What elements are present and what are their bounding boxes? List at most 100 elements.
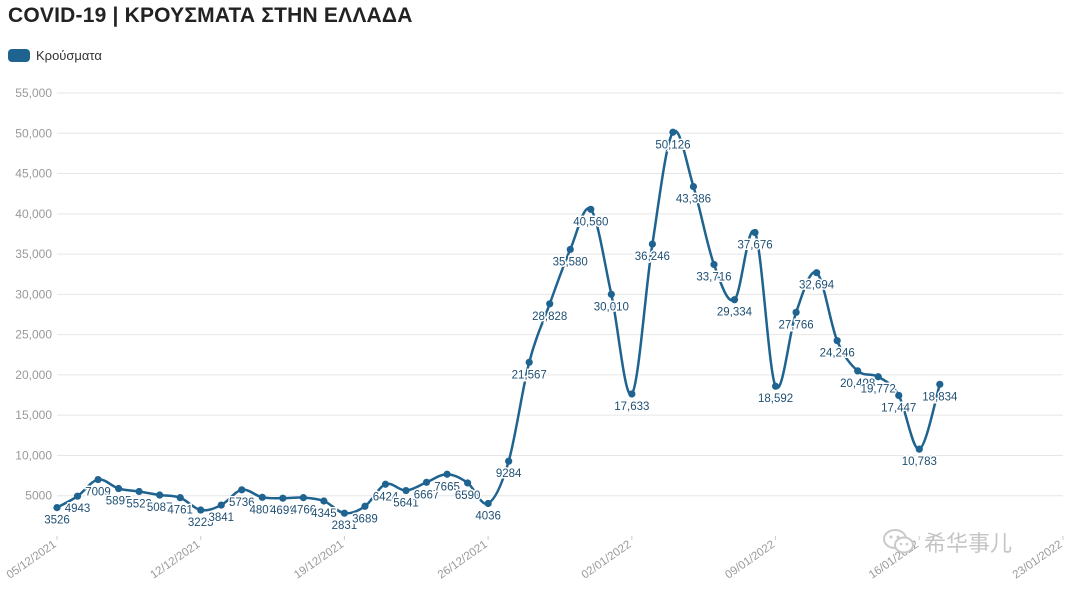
data-label: 7665 bbox=[434, 481, 460, 493]
y-tick-label: 45,000 bbox=[15, 167, 52, 181]
y-tick-label: 25,000 bbox=[15, 328, 52, 342]
data-point bbox=[484, 499, 492, 508]
data-point bbox=[648, 240, 656, 248]
data-label: 28,828 bbox=[532, 311, 567, 323]
data-point bbox=[505, 457, 513, 465]
data-label: 27,766 bbox=[779, 319, 814, 331]
x-tick-label: 19/12/2021 bbox=[292, 539, 346, 582]
data-point bbox=[689, 182, 698, 191]
data-label: 6424 bbox=[373, 491, 399, 503]
data-point bbox=[73, 492, 82, 500]
legend-label: Κρούσματα bbox=[36, 48, 102, 63]
legend: Κρούσματα bbox=[8, 48, 102, 63]
data-point bbox=[730, 296, 739, 304]
y-tick-label: 50,000 bbox=[15, 126, 52, 140]
data-point bbox=[114, 484, 123, 493]
watermark: 希华事儿 bbox=[882, 526, 1012, 558]
data-point bbox=[422, 478, 431, 486]
data-point bbox=[53, 503, 61, 512]
data-point bbox=[854, 367, 862, 375]
data-label: 4801 bbox=[250, 504, 276, 516]
x-tick-label: 23/01/2022 bbox=[1011, 539, 1065, 582]
y-tick-label: 40,000 bbox=[15, 207, 52, 221]
data-label: 4345 bbox=[311, 508, 337, 520]
y-tick-label: 15,000 bbox=[15, 408, 52, 422]
data-point bbox=[874, 373, 882, 381]
data-label: 3526 bbox=[44, 515, 70, 527]
data-point bbox=[607, 290, 615, 298]
data-point bbox=[566, 245, 574, 254]
data-label: 20,498 bbox=[840, 378, 875, 390]
data-label: 5895 bbox=[106, 496, 132, 508]
data-label: 37,676 bbox=[737, 240, 772, 252]
legend-swatch bbox=[8, 49, 30, 62]
data-point bbox=[669, 128, 677, 136]
chart-title: COVID-19 | ΚΡΟΥΣΜΑΤΑ ΣΤΗΝ ΕΛΛΑΔΑ bbox=[8, 4, 413, 27]
data-label: 29,334 bbox=[717, 307, 753, 319]
data-point bbox=[915, 445, 923, 453]
data-point bbox=[628, 390, 636, 398]
y-tick-label: 10,000 bbox=[15, 448, 52, 462]
data-label: 3225 bbox=[188, 517, 214, 529]
data-label: 5523 bbox=[126, 499, 152, 511]
data-point bbox=[402, 486, 410, 495]
data-point bbox=[936, 380, 944, 388]
data-point bbox=[176, 494, 184, 502]
data-point bbox=[258, 493, 266, 501]
data-label: 3689 bbox=[352, 513, 378, 525]
data-point bbox=[792, 308, 800, 316]
series-line bbox=[56, 129, 942, 515]
data-label: 4943 bbox=[65, 503, 91, 515]
data-point bbox=[197, 506, 205, 514]
data-label: 9284 bbox=[496, 468, 522, 480]
y-tick-label: 35,000 bbox=[15, 247, 52, 261]
data-label: 17,633 bbox=[614, 401, 649, 413]
data-label: 4696 bbox=[270, 505, 296, 517]
data-label: 7009 bbox=[85, 487, 111, 499]
data-point bbox=[587, 205, 595, 213]
data-label: 2831 bbox=[332, 520, 358, 532]
data-label: 4761 bbox=[167, 505, 193, 517]
data-point bbox=[279, 494, 287, 502]
data-label: 17,447 bbox=[881, 402, 916, 414]
data-point bbox=[525, 358, 533, 366]
data-point bbox=[320, 497, 328, 505]
data-label: 18,834 bbox=[922, 391, 958, 403]
x-tick-label: 02/01/2022 bbox=[580, 539, 634, 582]
x-tick-label: 12/12/2021 bbox=[148, 539, 202, 582]
data-label: 5641 bbox=[393, 498, 419, 510]
data-label: 4766 bbox=[291, 505, 317, 517]
watermark-text: 希华事儿 bbox=[924, 532, 1013, 557]
data-point bbox=[135, 487, 143, 496]
y-tick-label: 30,000 bbox=[15, 287, 52, 301]
y-tick-label: 20,000 bbox=[15, 368, 52, 382]
data-point bbox=[443, 470, 451, 478]
x-tick-label: 09/01/2022 bbox=[723, 539, 777, 582]
data-point bbox=[94, 475, 102, 484]
data-point bbox=[340, 509, 349, 517]
data-point bbox=[771, 382, 780, 390]
data-point bbox=[546, 300, 554, 308]
data-label: 21,567 bbox=[512, 369, 547, 381]
data-label: 4036 bbox=[475, 510, 501, 522]
data-label: 40,560 bbox=[573, 216, 608, 228]
data-point bbox=[710, 260, 718, 269]
data-point bbox=[813, 269, 821, 277]
data-point bbox=[217, 501, 225, 509]
data-label: 3841 bbox=[208, 512, 234, 524]
data-point bbox=[833, 337, 841, 345]
data-label: 36,246 bbox=[635, 251, 670, 263]
data-label: 18,592 bbox=[758, 393, 793, 405]
wechat-icon bbox=[883, 529, 914, 554]
data-label: 19,772 bbox=[861, 384, 896, 396]
y-tick-label: 55,000 bbox=[15, 86, 52, 100]
x-tick-label: 26/12/2021 bbox=[436, 539, 490, 582]
data-label: 5087 bbox=[147, 502, 173, 514]
data-label: 30,010 bbox=[594, 301, 629, 313]
data-label: 5736 bbox=[229, 497, 255, 509]
data-point bbox=[751, 228, 759, 237]
data-label: 50,126 bbox=[655, 139, 690, 151]
data-label: 32,694 bbox=[799, 280, 835, 292]
data-point bbox=[381, 480, 390, 488]
